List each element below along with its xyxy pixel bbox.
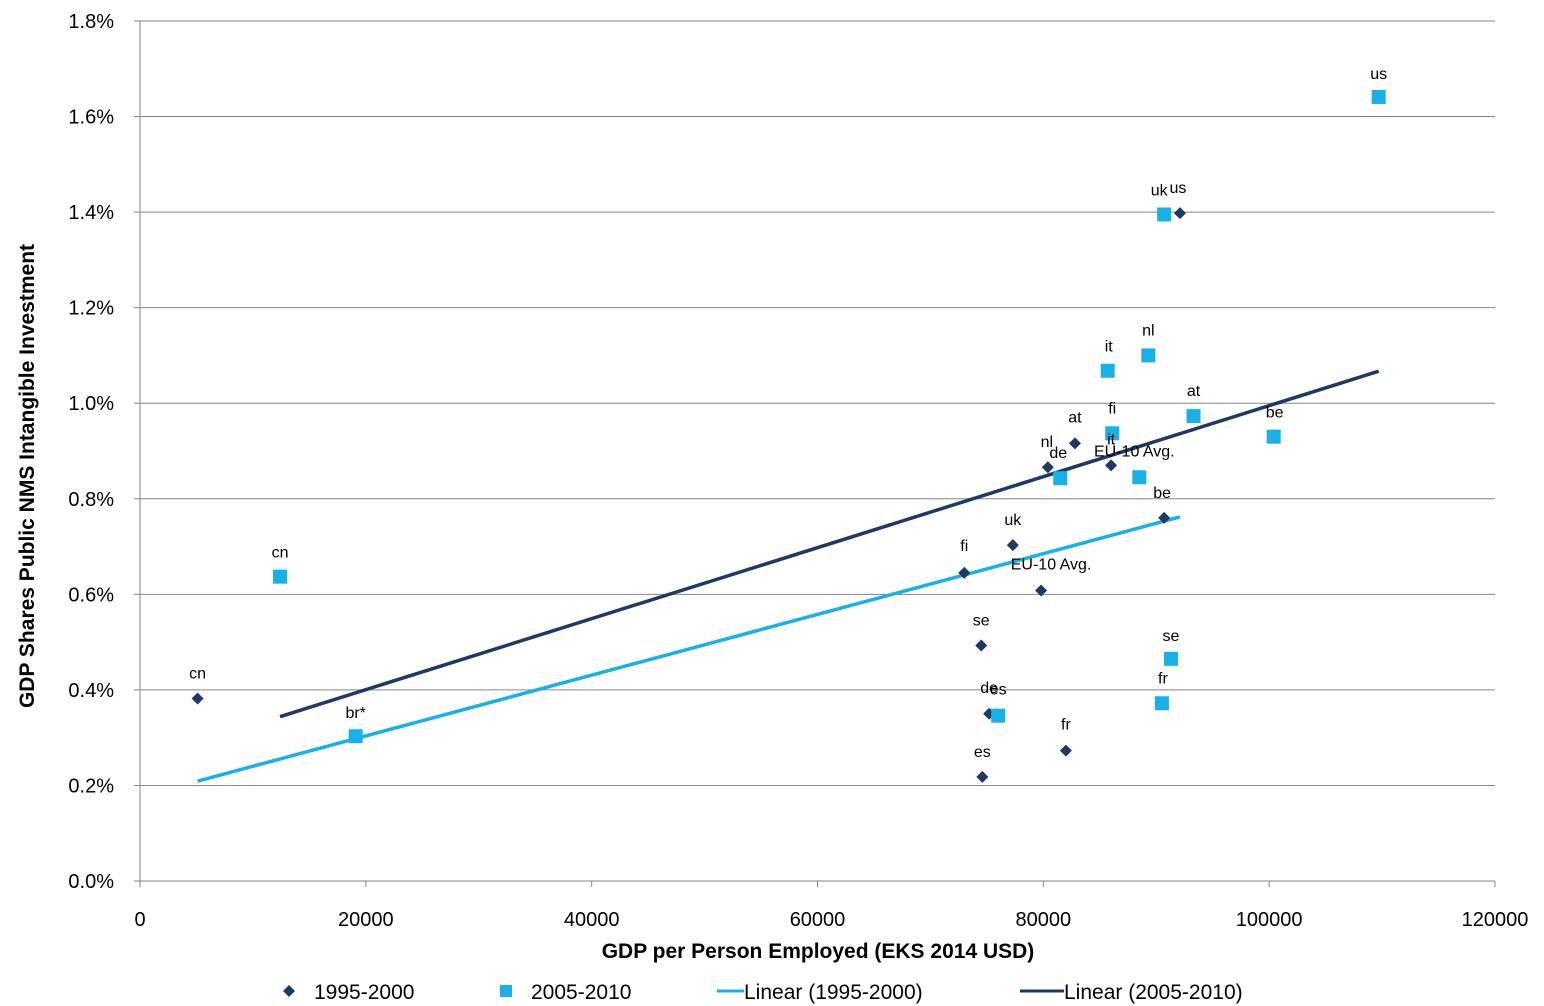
legend-label-series-2: 2005-2010 bbox=[531, 981, 631, 1004]
point-label-se: se bbox=[1162, 628, 1179, 645]
point-label-it: it bbox=[1105, 339, 1114, 356]
y-tick-label: 0.0% bbox=[68, 871, 114, 893]
y-axis-title: GDP Shares Public NMS Intangible Investm… bbox=[16, 244, 39, 708]
point-label-de: de bbox=[1049, 445, 1067, 462]
y-tick-label: 0.4% bbox=[68, 680, 114, 702]
point-2005-2010-uk bbox=[1157, 207, 1172, 222]
point-label-cn: cn bbox=[189, 665, 206, 682]
point-1995-2000-us bbox=[1173, 207, 1186, 220]
y-tick-label: 1.2% bbox=[68, 298, 114, 320]
point-1995-2000-fr bbox=[1059, 744, 1072, 757]
y-tick-label: 1.6% bbox=[68, 107, 114, 129]
x-tick-label: 60000 bbox=[790, 909, 846, 931]
point-label-us: us bbox=[1370, 66, 1387, 83]
point-1995-2000-be bbox=[1158, 511, 1171, 524]
point-label-se: se bbox=[973, 612, 990, 629]
legend-square-marker bbox=[500, 985, 512, 997]
point-label-fr: fr bbox=[1061, 717, 1071, 734]
point-label-uk: uk bbox=[1004, 512, 1022, 529]
point-label-fi: fi bbox=[960, 538, 968, 555]
point-1995-2000-at bbox=[1068, 437, 1081, 450]
y-tick-label: 0.2% bbox=[68, 775, 114, 797]
point-label-be: be bbox=[1153, 485, 1171, 502]
x-axis-title: GDP per Person Employed (EKS 2014 USD) bbox=[602, 940, 1035, 963]
point-label-nl: nl bbox=[1142, 322, 1154, 339]
point-label-es: es bbox=[990, 682, 1007, 699]
y-tick-label: 1.4% bbox=[68, 202, 114, 224]
point-label-br*: br* bbox=[345, 705, 365, 722]
legend: 1995-2000 2005-2010 Linear (1995-2000) L… bbox=[283, 981, 1243, 1004]
point-label-be: be bbox=[1266, 405, 1284, 422]
point-label-EU-10 Avg.: EU-10 Avg. bbox=[1094, 443, 1175, 460]
point-label-es: es bbox=[974, 744, 991, 761]
gridlines bbox=[140, 20, 1495, 786]
legend-label-series-1: 1995-2000 bbox=[314, 981, 414, 1004]
point-2005-2010-es bbox=[991, 708, 1006, 723]
point-1995-2000-cn bbox=[191, 692, 204, 705]
trendlines bbox=[197, 369, 1380, 783]
point-2005-2010-be bbox=[1266, 429, 1281, 444]
point-label-EU-10 Avg.: EU-10 Avg. bbox=[1011, 557, 1092, 574]
point-2005-2010-cn bbox=[273, 569, 288, 584]
x-tick-label: 20000 bbox=[338, 909, 394, 931]
legend-diamond-marker bbox=[283, 985, 295, 997]
y-tick-label: 0.6% bbox=[68, 584, 114, 606]
point-2005-2010-it bbox=[1100, 363, 1115, 378]
point-1995-2000-it bbox=[1105, 459, 1118, 472]
point-label-fr: fr bbox=[1158, 670, 1168, 687]
point-label-de: de bbox=[980, 680, 998, 697]
legend-label-trendline-2: Linear (2005-2010) bbox=[1064, 981, 1243, 1004]
point-label-fi: fi bbox=[1108, 400, 1116, 417]
y-tick-label: 1.8% bbox=[68, 11, 114, 33]
point-1995-2000-es bbox=[976, 770, 989, 783]
point-2005-2010-at bbox=[1186, 409, 1201, 424]
y-tick-label: 0.8% bbox=[68, 489, 114, 511]
point-label-it: it bbox=[1107, 431, 1116, 448]
point-label-at: at bbox=[1068, 409, 1082, 426]
x-tick-label: 40000 bbox=[564, 909, 620, 931]
legend-label-trendline-1: Linear (1995-2000) bbox=[744, 981, 923, 1004]
axes: 0.0% 0.2% 0.4% 0.6% 0.8% 1.0% 1.2% 1.4% 1.6% 1.8%… bbox=[68, 11, 1528, 931]
point-2005-2010-fr bbox=[1154, 696, 1169, 711]
point-2005-2010-nl bbox=[1141, 348, 1156, 363]
x-tick-label: 0 bbox=[134, 909, 145, 931]
x-tick-label: 120000 bbox=[1462, 909, 1529, 931]
point-1995-2000-EU-10 Avg. bbox=[1035, 584, 1048, 597]
x-tick-label: 100000 bbox=[1236, 909, 1303, 931]
point-1995-2000-nl bbox=[1041, 461, 1054, 474]
trendline-2 bbox=[279, 369, 1380, 719]
point-2005-2010-EU-10 Avg. bbox=[1132, 470, 1147, 485]
point-2005-2010-de bbox=[1053, 471, 1068, 486]
point-label-at: at bbox=[1187, 383, 1201, 400]
point-label-uk: uk bbox=[1151, 183, 1169, 200]
point-2005-2010-br* bbox=[348, 729, 363, 744]
y-tick-label: 1.0% bbox=[68, 393, 114, 415]
point-label-nl: nl bbox=[1041, 434, 1053, 451]
point-1995-2000-se bbox=[975, 639, 988, 652]
point-1995-2000-fi bbox=[958, 566, 971, 579]
point-1995-2000-uk bbox=[1006, 539, 1019, 552]
point-2005-2010-se bbox=[1163, 651, 1178, 666]
point-2005-2010-fi bbox=[1105, 426, 1120, 441]
point-2005-2010-us bbox=[1371, 89, 1386, 104]
point-label-us: us bbox=[1170, 180, 1187, 197]
point-label-cn: cn bbox=[272, 545, 289, 562]
x-tick-label: 80000 bbox=[1016, 909, 1072, 931]
data-points bbox=[191, 89, 1386, 783]
